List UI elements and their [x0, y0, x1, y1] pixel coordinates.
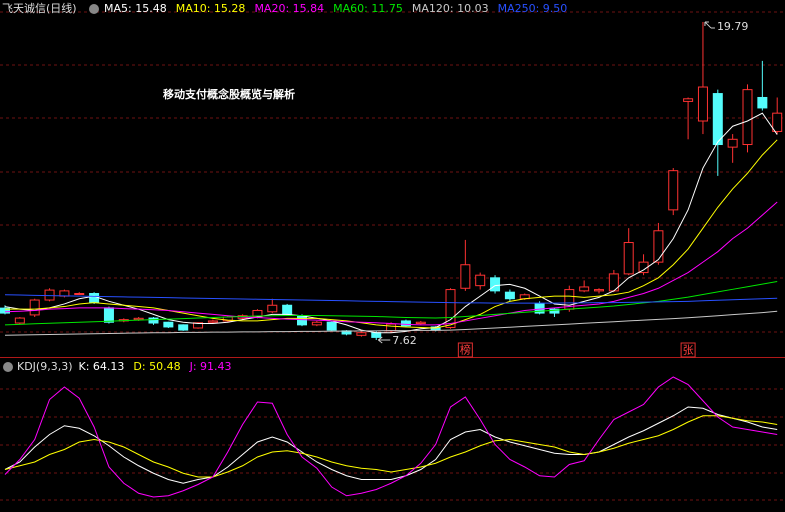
legend-entry: K: 64.13 [79, 360, 125, 373]
candle-body [712, 93, 723, 146]
candle-body [193, 322, 204, 329]
event-marker-label: 张 [683, 344, 694, 357]
candle-body [623, 242, 634, 275]
legend-entry: MA60: 11.75 [333, 2, 403, 15]
line-series [4, 112, 778, 334]
candle-body [727, 138, 738, 148]
candle-body [74, 292, 85, 295]
candle-body [89, 292, 100, 304]
low-label: 7.62 [392, 334, 417, 347]
line-series [4, 406, 778, 484]
panel-title: KDJ(9,3,3) [17, 360, 73, 373]
candle-body [178, 324, 189, 331]
candle-body [475, 274, 486, 287]
candle-body [668, 170, 679, 211]
annotation-arrow [377, 336, 391, 344]
candle-body [207, 320, 218, 323]
overlay-title: 移动支付概念股概览与解析 [163, 87, 295, 101]
candle-body [460, 264, 471, 289]
line-series [5, 139, 778, 329]
candle-body [445, 289, 456, 328]
candle-body [267, 304, 278, 313]
legend-entry: J: 91.43 [189, 360, 232, 373]
candle-body [415, 321, 426, 325]
line-series [4, 310, 778, 336]
candle-body [311, 321, 322, 326]
event-marker [457, 342, 473, 358]
line-series [4, 201, 778, 326]
legend-entry: MA250: 9.50 [498, 2, 568, 15]
candle-body [742, 89, 753, 146]
candle-body [594, 289, 604, 292]
line-series [4, 294, 778, 304]
candle-body [653, 230, 664, 263]
candle-body [683, 98, 694, 102]
legend-entry: D: 50.48 [133, 360, 180, 373]
high-label: 19.79 [717, 20, 749, 33]
candle-body [549, 308, 560, 314]
settings-icon[interactable] [3, 362, 13, 372]
line-series [4, 415, 778, 478]
candle-body [297, 315, 307, 326]
candle-body [504, 291, 515, 300]
legend-entry: MA5: 15.48 [104, 2, 167, 15]
candle-body [282, 304, 293, 315]
candle-body [400, 320, 411, 327]
chart-title: 飞天诚信(日线) [2, 1, 77, 15]
candle-body [326, 321, 337, 331]
candle-body [103, 307, 114, 323]
candle-body [772, 112, 783, 132]
event-marker-label: 榜 [460, 343, 471, 357]
candle-body [757, 96, 768, 109]
candle-body [697, 86, 708, 122]
candle-body [14, 317, 25, 324]
candle-body [371, 332, 382, 338]
candle-body [163, 321, 174, 328]
annotation-arrow [704, 21, 715, 29]
candle-body [356, 332, 367, 336]
candle-body [386, 323, 397, 332]
legend-entry: MA10: 15.28 [176, 2, 246, 15]
candle-body [133, 317, 144, 321]
settings-icon[interactable] [89, 4, 99, 14]
legend-entry: MA120: 10.03 [412, 2, 489, 15]
candle-body [29, 299, 40, 316]
candle-body [148, 317, 159, 324]
candle-body [0, 307, 10, 314]
line-series [4, 376, 778, 498]
kdj-grid [0, 388, 785, 501]
legend-entry: MA20: 15.84 [254, 2, 324, 15]
candle-body [579, 286, 590, 292]
candle-body [490, 277, 501, 292]
event-marker [680, 342, 696, 358]
price-grid [0, 11, 785, 333]
